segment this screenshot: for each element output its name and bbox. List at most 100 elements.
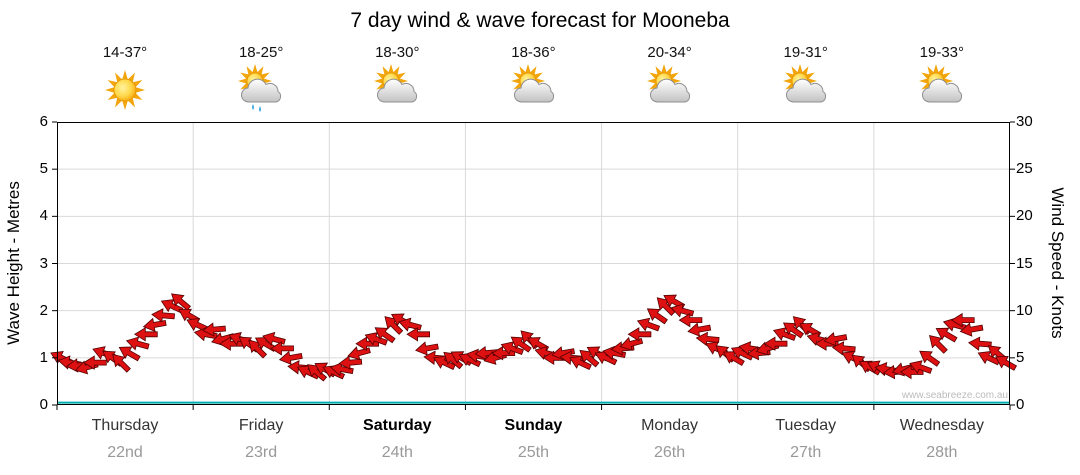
y-right-tick-label: 5	[1016, 348, 1025, 366]
temp-label: 19-31°	[783, 44, 828, 61]
weather-icon-partly-cloudy	[510, 64, 558, 112]
wind-arrow	[278, 350, 303, 366]
y-left-tick-label: 4	[39, 207, 48, 225]
day-label: Tuesday	[775, 417, 837, 434]
wind-arrow	[270, 341, 294, 356]
wind-arrow	[950, 312, 975, 328]
y-right-tick-label: 0	[1016, 396, 1025, 413]
weather-icon-partly-cloudy	[782, 64, 830, 112]
wind-arrow	[160, 299, 184, 314]
wind-arrow	[602, 345, 627, 361]
wind-arrow	[909, 360, 933, 374]
wind-arrow	[687, 322, 712, 337]
day-label: Wednesday	[899, 417, 984, 434]
wind-arrow	[151, 308, 176, 323]
wind-arrow	[831, 341, 856, 356]
y-left-tick-label: 6	[39, 113, 48, 130]
y-left-tick-label: 1	[39, 348, 48, 366]
wind-arrow	[433, 355, 456, 371]
wind-arrow	[118, 346, 141, 362]
weather-icon-partly-cloudy	[373, 64, 421, 112]
wind-arrow	[823, 331, 848, 347]
y-left-tick-label: 0	[39, 396, 48, 413]
wind-arrow	[347, 346, 371, 361]
wind-arrow	[678, 312, 703, 328]
wind-arrow	[579, 349, 600, 368]
temp-label: 18-25°	[238, 44, 284, 61]
wind-arrow	[646, 308, 668, 325]
y-right-tick-label: 10	[1016, 301, 1033, 319]
wind-arrow	[627, 327, 652, 342]
day-label: Sunday	[504, 417, 563, 434]
date-label: 27th	[790, 444, 822, 461]
wind-arrow	[772, 327, 797, 341]
wind-arrow	[763, 336, 788, 351]
wind-arrow	[458, 352, 482, 368]
wind-arrow	[112, 353, 131, 373]
cloud-icon	[241, 78, 282, 103]
page-title: 7 day wind & wave forecast for Mooneba	[350, 9, 730, 32]
weather-icon-partly-cloudy	[646, 64, 694, 112]
cloud-icon	[514, 78, 555, 103]
wind-arrow	[202, 322, 227, 337]
weather-icon-sunny	[101, 64, 149, 112]
wind-arrow	[695, 331, 720, 347]
wind-arrow	[186, 318, 209, 333]
day-label: Thursday	[91, 417, 159, 434]
plot-area	[50, 121, 1018, 410]
rain-drops-icon	[251, 104, 262, 112]
wind-arrow	[262, 331, 286, 346]
wind-arrow	[919, 350, 941, 367]
wind-arrow	[995, 356, 1018, 371]
wind-arrow	[171, 293, 191, 311]
wind-arrow	[636, 317, 661, 332]
y-left-tick-label: 2	[39, 301, 48, 319]
wind-arrow	[782, 322, 805, 339]
wind-arrow	[474, 345, 499, 361]
wind-arrow	[594, 351, 618, 366]
temp-label: 14-37°	[102, 44, 148, 61]
date-label: 28th	[926, 444, 958, 461]
wind-arrow	[83, 355, 107, 370]
day-label: Saturday	[363, 417, 432, 434]
y-right-tick-label: 25	[1016, 160, 1033, 178]
watermark: www.seabreeze.com.au	[901, 390, 1008, 401]
date-label: 23rd	[245, 444, 278, 461]
y-left-tick-label: 5	[39, 160, 48, 178]
wind-arrow	[307, 364, 328, 382]
wind-arrow	[569, 355, 592, 371]
date-label: 24th	[381, 444, 413, 461]
sun-icon	[105, 70, 145, 110]
wind-arrow	[443, 351, 464, 370]
wind-arrow	[374, 327, 396, 344]
cloud-icon	[377, 78, 418, 103]
temp-label: 19-33°	[919, 44, 965, 61]
wind-arrow	[125, 336, 150, 351]
wind-arrow	[929, 335, 948, 354]
wind-arrow	[364, 332, 388, 346]
wind-arrow	[959, 322, 984, 337]
day-label: Monday	[641, 417, 699, 434]
wind-arrow	[722, 351, 745, 367]
y-left-tick-label: 3	[39, 254, 48, 272]
date-label: 25th	[517, 444, 549, 461]
date-label: 22nd	[107, 444, 143, 461]
wind-arrow	[942, 317, 967, 332]
weather-icon-partly-cloudy	[918, 64, 966, 112]
temp-label: 20-34°	[647, 44, 692, 61]
wind-arrow	[322, 365, 346, 380]
wind-arrow	[193, 327, 218, 342]
y-right-tick-label: 20	[1016, 207, 1033, 225]
cloud-icon	[650, 78, 691, 103]
wind-arrow	[398, 317, 422, 332]
plot-svg	[50, 121, 1018, 410]
wind-arrow	[510, 336, 532, 353]
date-label: 26th	[653, 444, 686, 461]
temp-label: 18-30°	[375, 44, 420, 61]
wind-arrow	[500, 341, 524, 356]
day-label: Friday	[238, 417, 284, 434]
temp-label: 18-36°	[511, 44, 556, 61]
wind-arrow	[406, 327, 431, 342]
wind-arrow	[384, 316, 404, 335]
